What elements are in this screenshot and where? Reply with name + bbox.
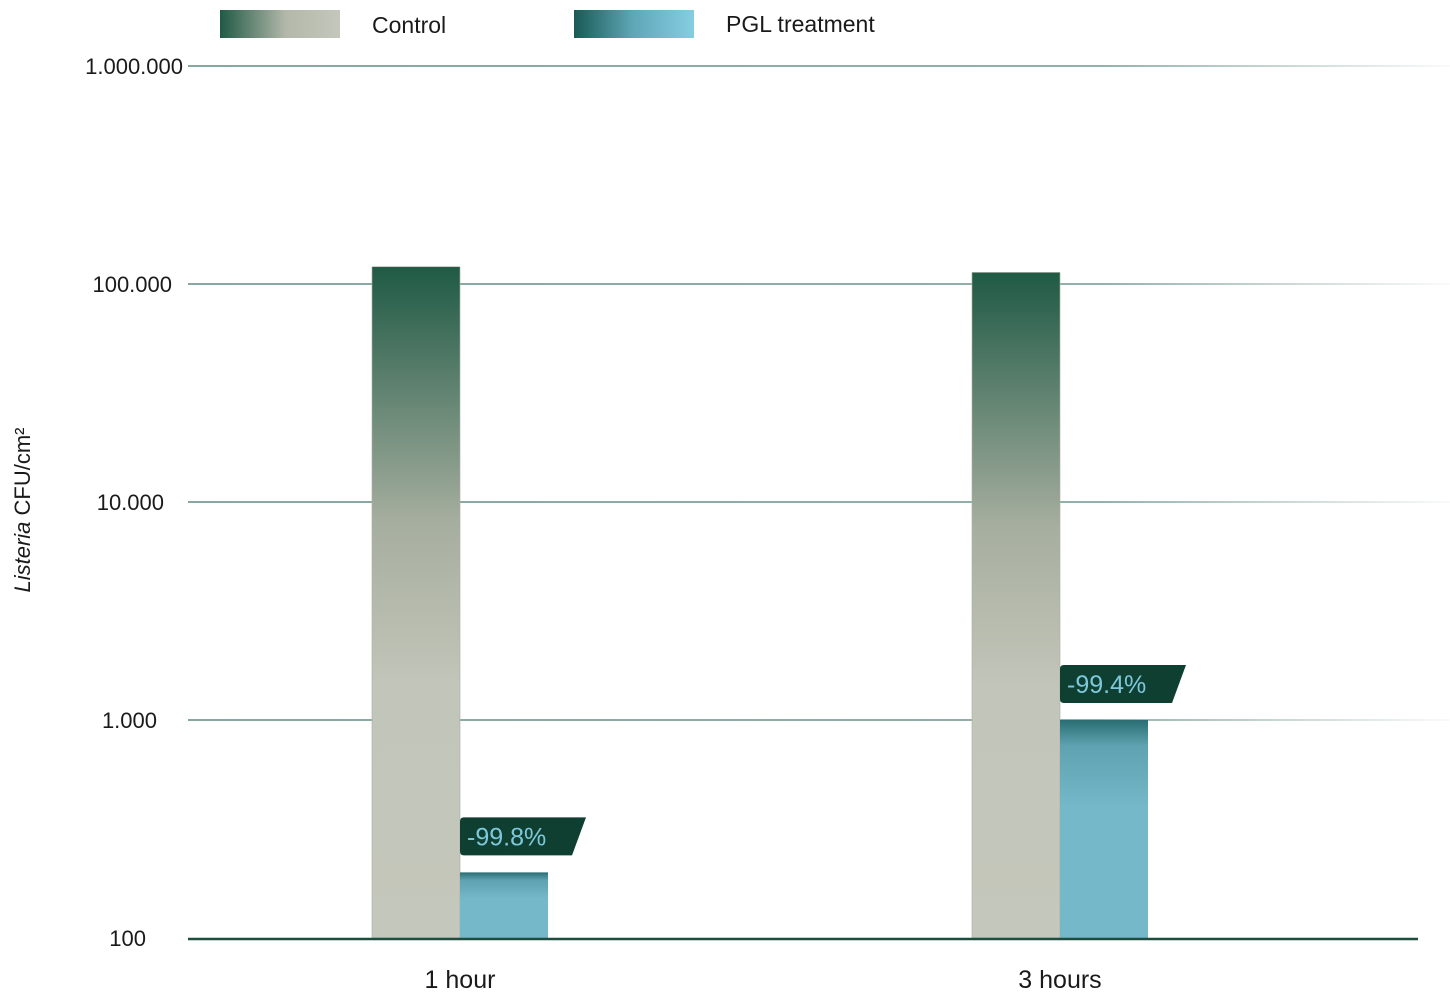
reduction-badge-bg-2 — [1060, 665, 1186, 703]
legend-swatch-control — [220, 10, 340, 38]
legend-label-control: Control — [372, 12, 446, 38]
x-category-label-2: 3 hours — [1018, 966, 1101, 992]
bars — [371, 266, 1148, 939]
y-tick-labels: 100 1.000 10.000 100.000 1.000.000 — [85, 54, 183, 951]
gridline-2 — [188, 501, 1450, 503]
y-tick-label-2: 10.000 — [97, 490, 164, 515]
y-tick-label-4: 1.000.000 — [85, 54, 183, 79]
y-tick-label-3: 100.000 — [92, 272, 172, 297]
reduction-badge-1: -99.8% — [460, 817, 586, 856]
gridline-3 — [188, 283, 1450, 285]
gridline-4 — [188, 65, 1450, 67]
reduction-label-2: -99.4% — [1067, 671, 1146, 699]
bar-control-2 — [971, 272, 1061, 939]
reduction-badges: -99.8% -99.4% — [460, 665, 1186, 856]
gridlines — [188, 65, 1450, 721]
x-category-label-1: 1 hour — [425, 966, 496, 992]
legend: Control PGL treatment — [220, 10, 875, 38]
bar-control-1 — [371, 266, 461, 939]
legend-swatch-pgl-treatment — [574, 10, 694, 38]
reduction-badge-bg-1 — [460, 817, 586, 856]
reduction-badge-2: -99.4% — [1060, 665, 1186, 703]
legend-label-pgl-treatment: PGL treatment — [726, 11, 875, 37]
gridline-1 — [188, 719, 1450, 721]
y-tick-label-0: 100 — [109, 926, 146, 951]
bar-pgl-treatment-1 — [460, 872, 548, 938]
y-tick-label-1: 1.000 — [102, 708, 157, 733]
y-axis-label: Listeria CFU/cm² — [10, 427, 35, 592]
x-category-labels: 1 hour 3 hours — [425, 966, 1102, 992]
bar-pgl-treatment-2 — [1060, 720, 1148, 938]
reduction-label-1: -99.8% — [467, 823, 546, 851]
